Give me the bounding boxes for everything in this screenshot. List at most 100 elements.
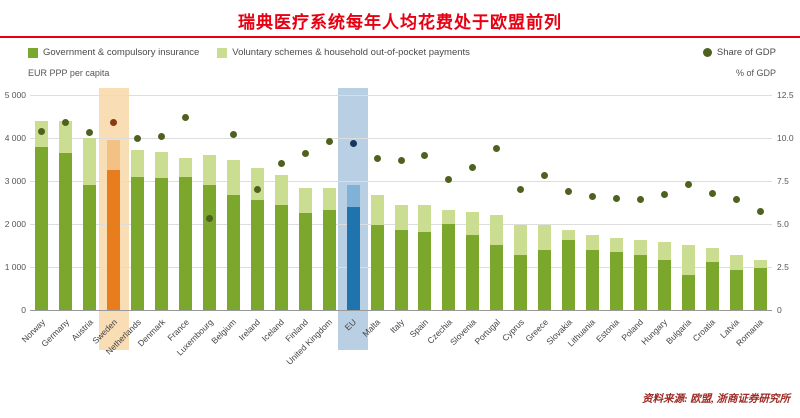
bar-government-norway — [35, 146, 49, 310]
bar-government-portugal — [490, 245, 504, 310]
gdp-dot-cyprus — [517, 186, 525, 194]
gridline — [30, 138, 772, 139]
gdp-dot-malta — [373, 155, 381, 163]
bar-government-iceland — [274, 205, 288, 310]
bar-voluntary-eu — [346, 185, 360, 207]
gdp-dot-hungary — [660, 191, 668, 199]
gdp-dot-poland — [636, 196, 644, 204]
bar-government-netherlands — [131, 177, 145, 310]
bar-voluntary-italy — [394, 205, 408, 231]
gdp-dot-united-kingdom — [325, 137, 333, 145]
bar-government-cyprus — [514, 254, 528, 310]
left-axis-tick-label: 0 — [21, 305, 26, 315]
bar-government-latvia — [729, 270, 743, 310]
bar-voluntary-finland — [298, 187, 312, 213]
page-title: 瑞典医疗系统每年人均花费处于欧盟前列 — [238, 13, 562, 32]
bar-voluntary-croatia — [705, 248, 719, 262]
right-axis-tick-label: 7.5 — [777, 176, 789, 186]
bar-voluntary-cyprus — [514, 224, 528, 255]
legend-label-gdp: Share of GDP — [716, 47, 776, 58]
bar-government-greece — [538, 249, 552, 310]
bar-government-austria — [83, 185, 97, 310]
bar-government-hungary — [657, 260, 671, 310]
legend-item-government: Government & compulsory insurance — [28, 47, 199, 58]
bar-voluntary-france — [179, 158, 193, 177]
right-axis-tick-label: 2.5 — [777, 262, 789, 272]
bar-voluntary-ireland — [250, 168, 264, 200]
bar-government-belgium — [226, 195, 240, 310]
bar-government-germany — [59, 153, 73, 310]
gdp-dot-romania — [756, 208, 764, 216]
gdp-dot-slovakia — [565, 187, 573, 195]
bar-voluntary-iceland — [274, 174, 288, 206]
bar-voluntary-sweden — [107, 140, 121, 171]
legend-label-voluntary: Voluntary schemes & household out-of-poc… — [232, 47, 470, 58]
bar-voluntary-denmark — [155, 152, 169, 178]
gdp-dot-slovenia — [469, 163, 477, 171]
legend: Government & compulsory insurance Volunt… — [28, 47, 776, 58]
gridline — [30, 95, 772, 96]
bar-voluntary-poland — [633, 239, 647, 255]
bar-government-malta — [370, 224, 384, 310]
government-swatch-icon — [28, 47, 38, 58]
bar-government-italy — [394, 230, 408, 310]
x-axis-line — [30, 310, 772, 311]
bar-voluntary-romania — [753, 260, 767, 268]
left-axis-tick-label: 3 000 — [4, 176, 26, 186]
bar-government-finland — [298, 212, 312, 310]
gdp-dot-lithuania — [588, 192, 596, 200]
gdp-dot-belgium — [229, 131, 237, 139]
gdp-dot-italy — [397, 156, 405, 164]
gdp-dot-finland — [301, 149, 309, 157]
legend-label-government: Government & compulsory insurance — [43, 47, 200, 58]
bar-voluntary-bulgaria — [681, 245, 695, 276]
bar-voluntary-greece — [538, 224, 552, 250]
bar-voluntary-luxembourg — [203, 155, 217, 186]
bar-government-bulgaria — [681, 275, 695, 310]
gdp-dot-portugal — [493, 144, 501, 152]
bar-voluntary-slovakia — [562, 230, 576, 240]
left-axis-tick-label: 4 000 — [4, 133, 26, 143]
bar-voluntary-germany — [59, 120, 73, 154]
gdp-dot-norway — [38, 127, 46, 135]
bar-government-sweden — [107, 170, 121, 310]
gdp-dot-iceland — [277, 160, 285, 168]
gdp-dot-czechia — [445, 175, 453, 183]
bar-voluntary-lithuania — [585, 235, 599, 250]
bar-government-luxembourg — [203, 185, 217, 310]
left-axis-tick-label: 5 000 — [4, 90, 26, 100]
bar-government-denmark — [155, 177, 169, 310]
right-axis-tick-label: 0 — [777, 305, 782, 315]
gdp-dot-croatia — [708, 189, 716, 197]
gdp-dot-estonia — [612, 194, 620, 202]
bar-government-ireland — [250, 199, 264, 310]
bar-voluntary-czechia — [442, 209, 456, 224]
right-axis-tick-label: 10.0 — [777, 133, 794, 143]
bar-government-france — [179, 176, 193, 310]
left-axis-tick-label: 2 000 — [4, 219, 26, 229]
right-axis-tick-label: 5.0 — [777, 219, 789, 229]
bar-government-lithuania — [585, 249, 599, 310]
bar-government-spain — [418, 232, 432, 310]
bar-voluntary-belgium — [226, 159, 240, 196]
bar-government-romania — [753, 267, 767, 310]
bar-voluntary-malta — [370, 195, 384, 225]
bar-voluntary-latvia — [729, 254, 743, 270]
gdp-dot-denmark — [158, 132, 166, 140]
bar-government-slovenia — [466, 235, 480, 310]
bar-government-eu — [346, 206, 360, 310]
bar-government-czechia — [442, 224, 456, 310]
bar-voluntary-estonia — [609, 238, 623, 252]
gdp-dot-bulgaria — [684, 180, 692, 188]
bar-voluntary-netherlands — [131, 150, 145, 178]
bar-voluntary-slovenia — [466, 211, 480, 236]
gdp-dot-ireland — [253, 186, 261, 194]
right-axis-caption: % of GDP — [735, 68, 776, 78]
legend-item-voluntary: Voluntary schemes & household out-of-poc… — [217, 47, 470, 58]
gdp-dot-spain — [421, 151, 429, 159]
bar-government-estonia — [609, 251, 623, 310]
bar-voluntary-austria — [83, 138, 97, 186]
gdp-dot-greece — [541, 172, 549, 180]
left-axis-tick-label: 1 000 — [4, 262, 26, 272]
gdp-dot-sweden — [110, 119, 118, 127]
